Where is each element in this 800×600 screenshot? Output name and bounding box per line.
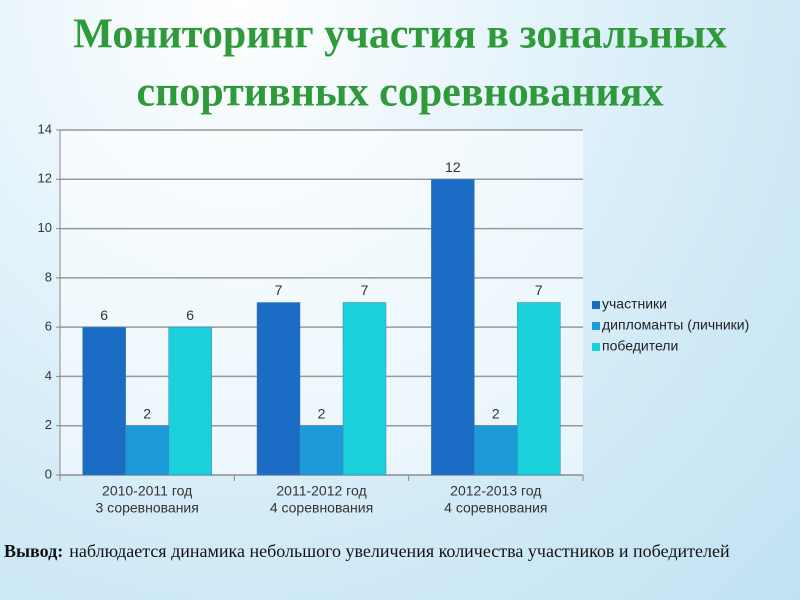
x-tick-label: 4 соревнования — [270, 500, 373, 516]
x-tick-label: 2011-2012 год — [276, 483, 366, 499]
x-tick-label: 2012-2013 год — [450, 483, 541, 499]
bar — [168, 326, 212, 476]
value-label: 12 — [445, 159, 461, 175]
value-label: 6 — [186, 307, 194, 323]
chart-title: Мониторинг участия в зональных — [73, 12, 726, 58]
chart: Мониторинг участия в зональных спортивны… — [38, 12, 750, 516]
value-label: 7 — [361, 282, 369, 298]
bar — [431, 179, 475, 476]
bar — [474, 425, 518, 476]
chart-title: спортивных соревнованиях — [137, 70, 664, 116]
x-tick-label: 3 соревнования — [95, 500, 198, 516]
value-label: 2 — [143, 405, 151, 421]
bar — [82, 326, 126, 476]
legend-swatch — [592, 322, 600, 330]
y-tick-label: 12 — [38, 171, 52, 186]
y-tick-label: 4 — [45, 368, 52, 383]
value-label: 6 — [100, 307, 108, 323]
y-tick-label: 0 — [45, 466, 52, 481]
bar — [299, 425, 344, 476]
y-tick-label: 14 — [38, 121, 52, 136]
conclusion-label: Вывод: — [4, 541, 64, 561]
value-label: 7 — [275, 282, 283, 298]
legend-label: участники — [602, 296, 667, 312]
legend-swatch — [592, 343, 600, 351]
value-label: 2 — [318, 405, 326, 421]
y-tick-label: 2 — [45, 417, 52, 432]
bar — [125, 425, 169, 476]
x-tick-label: 4 соревнования — [444, 500, 547, 516]
bar — [517, 302, 561, 476]
bar — [342, 302, 387, 476]
y-tick-label: 6 — [45, 319, 52, 334]
plot-area — [60, 130, 583, 475]
conclusion-text: наблюдается динамика небольшого увеличен… — [69, 541, 730, 561]
y-tick-label: 8 — [45, 269, 52, 284]
value-label: 2 — [492, 405, 500, 421]
conclusion: Вывод: наблюдается динамика небольшого ув… — [4, 540, 786, 563]
legend-swatch — [592, 301, 600, 309]
value-label: 7 — [535, 282, 543, 298]
x-tick-label: 2010-2011 год — [102, 483, 192, 499]
y-tick-label: 10 — [38, 220, 52, 235]
legend-label: победители — [602, 338, 678, 354]
legend-label: дипломанты (личники) — [602, 317, 749, 333]
bar — [256, 302, 301, 476]
